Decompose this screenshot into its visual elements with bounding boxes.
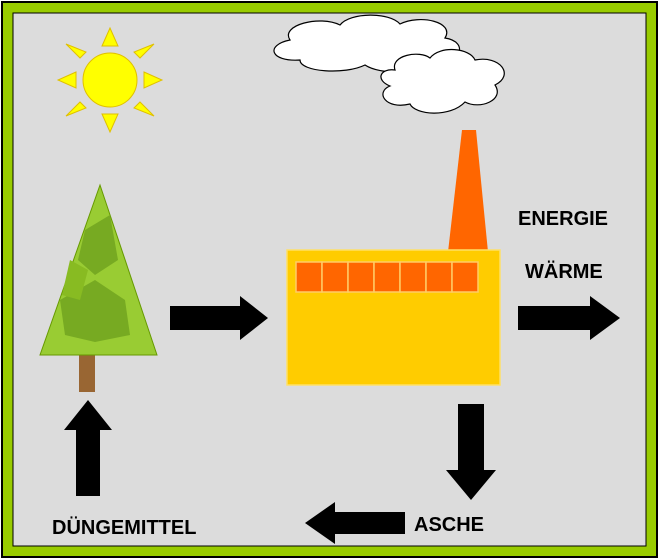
windows xyxy=(296,262,478,292)
ash-label: ASCHE xyxy=(414,514,484,536)
energy-label: ENERGIE xyxy=(518,208,608,230)
heat-label: WÄRME xyxy=(525,260,603,283)
tree-trunk xyxy=(79,352,95,392)
diagram: ENERGIE WÄRME ASCHE DÜNGEMITTEL xyxy=(0,0,659,559)
fertilizer-label: DÜNGEMITTEL xyxy=(52,516,196,539)
